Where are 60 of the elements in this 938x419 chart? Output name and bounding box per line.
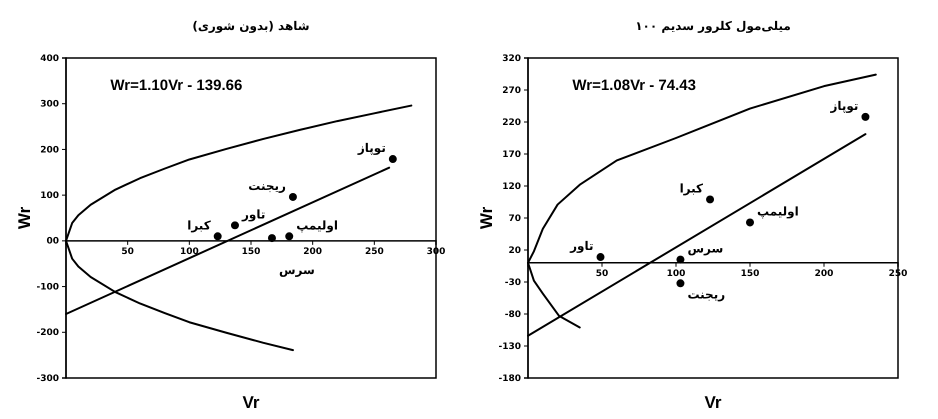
point <box>706 195 714 204</box>
point <box>676 256 684 264</box>
annotation: ریجنت <box>248 178 286 193</box>
annotation: اولیمپ <box>296 218 338 232</box>
x-tick-label: 100 <box>666 269 686 280</box>
y-axis-title: Wr <box>477 206 496 230</box>
y-axis-title: Wr <box>15 206 34 230</box>
x-tick-label: 150 <box>242 247 260 258</box>
annotation: تاور <box>569 239 594 254</box>
y-tick-label: 100 <box>40 191 59 202</box>
annotation: Wr=1.10Vr - 139.66 <box>110 77 242 94</box>
annotation: اولیمپ <box>757 204 799 218</box>
point <box>230 221 239 230</box>
point <box>388 155 397 164</box>
y-tick-label: -100 <box>36 282 59 292</box>
annotation: کبرا <box>187 218 211 232</box>
annotation: تاور <box>240 207 266 222</box>
chart-title: شاهد (بدون شوری) <box>192 19 310 33</box>
point <box>214 232 222 240</box>
point <box>676 279 684 288</box>
point <box>861 112 870 121</box>
y-tick-label: -300 <box>36 374 59 384</box>
x-tick-label: 50 <box>596 269 608 280</box>
x-tick-label: 50 <box>121 247 134 258</box>
y-tick-label: 20 <box>508 246 521 256</box>
y-tick-label: 200 <box>40 145 59 156</box>
y-tick-label: -180 <box>498 374 521 384</box>
x-tick-label: 150 <box>740 269 760 280</box>
y-tick-label: 220 <box>502 118 521 128</box>
point <box>285 232 294 240</box>
x-axis-title: Vr <box>704 393 722 412</box>
x-axis-title: Vr <box>242 393 260 412</box>
y-tick-label: -30 <box>504 278 521 288</box>
point <box>288 192 297 201</box>
annotation: سرس <box>278 263 315 278</box>
y-tick-label: -130 <box>498 342 521 352</box>
x-tick-label: 250 <box>364 247 384 258</box>
annotation: سرس <box>687 242 724 256</box>
point <box>596 253 605 262</box>
point <box>746 218 754 226</box>
y-tick-label: 170 <box>502 150 521 160</box>
x-tick-label: 100 <box>180 247 199 258</box>
annotation: توپاز <box>356 141 386 156</box>
y-tick-label: 300 <box>40 100 59 110</box>
y-tick-label: 270 <box>502 86 521 96</box>
y-tick-label: 70 <box>508 214 521 224</box>
y-tick-label: 00 <box>46 236 59 247</box>
y-tick-label: -200 <box>36 328 59 338</box>
chart-title: ۱۰۰ میلی‌مول کلرور سدیم <box>635 19 791 33</box>
y-tick-label: 400 <box>40 54 59 64</box>
x-tick-label: 200 <box>814 269 834 280</box>
annotation: کبرا <box>680 181 704 196</box>
y-tick-label: -80 <box>504 310 521 320</box>
y-tick-label: 320 <box>502 54 521 64</box>
annotation: توپاز <box>829 98 858 113</box>
annotation: Wr=1.08Vr - 74.43 <box>572 77 696 94</box>
annotation: ریجنت <box>687 287 726 302</box>
y-tick-label: 120 <box>502 182 521 192</box>
point <box>268 234 276 242</box>
x-tick-label: 200 <box>303 247 322 258</box>
